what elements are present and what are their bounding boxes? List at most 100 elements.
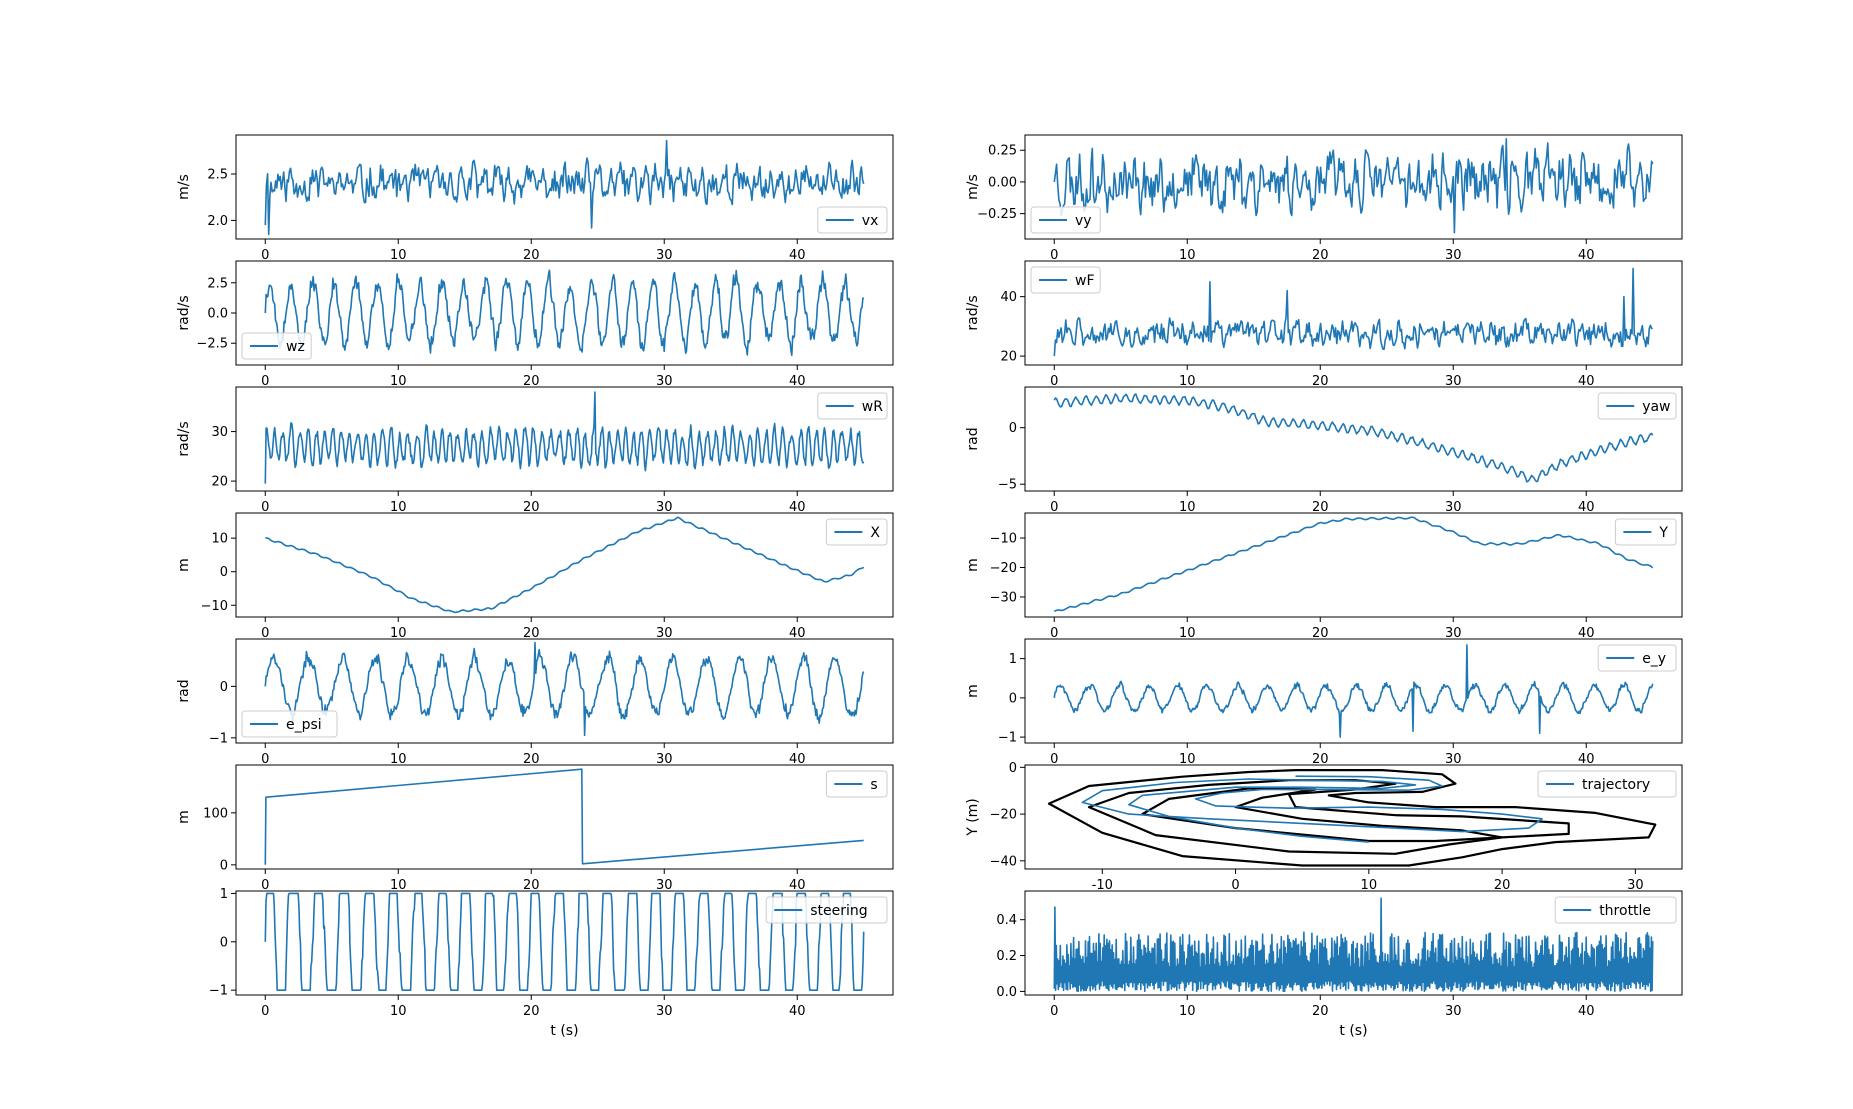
series-line-yaw (1053, 393, 1654, 483)
plot-area-s (264, 768, 864, 865)
ytick-label-yaw-1: 0 (1009, 421, 1017, 436)
ytick-label-yaw-0: −5 (998, 478, 1017, 493)
legend-label-steering: steering (810, 903, 867, 919)
ylabel-vy: m/s (965, 174, 981, 200)
panel-vy: 0 10 20 30 40 −0.25 0.00 0.25 m/s vy (965, 134, 1683, 263)
xtick-label-steering-1: 10 (390, 1004, 407, 1019)
ytick-label-Y-2: −10 (990, 532, 1017, 547)
plot-area-wR (264, 391, 865, 484)
plot-area-vx (264, 139, 865, 236)
ytick-label-wF-1: 40 (1000, 290, 1017, 305)
plot-area-yaw (1053, 393, 1654, 483)
legend-label-vy: vy (1075, 213, 1092, 229)
xtick-label-Y-1: 10 (1179, 626, 1196, 641)
xtick-label-trajectory-0: -10 (1092, 878, 1113, 893)
xtick-label-wF-0: 0 (1050, 374, 1058, 389)
xtick-label-s-1: 10 (390, 878, 407, 893)
ytick-label-vy-2: 0.25 (988, 144, 1017, 159)
axes-frame-trajectory (1024, 764, 1683, 870)
plot-area-e_psi (264, 641, 865, 737)
panel-wz: 0 10 20 30 40 −2.5 0.0 2.5 rad/s wz (176, 260, 894, 389)
xtick-label-X-4: 40 (789, 626, 806, 641)
legend-box-yaw (1597, 392, 1677, 420)
ytick-label-throttle-2: 0.4 (996, 913, 1017, 928)
legend-vx: vx (817, 206, 888, 234)
xtick-label-Y-4: 40 (1578, 626, 1595, 641)
series-line-steering (264, 892, 865, 991)
xtick-label-steering-4: 40 (789, 1004, 806, 1019)
xtick-label-trajectory-2: 10 (1361, 878, 1378, 893)
xtick-label-trajectory-3: 20 (1494, 878, 1511, 893)
legend-yaw: yaw (1597, 392, 1677, 420)
panel-steering: 0 10 20 30 40 −1 0 1 t (s) steering (209, 887, 894, 1039)
xtick-label-e_y-1: 10 (1179, 752, 1196, 767)
xtick-label-throttle-0: 0 (1050, 1004, 1058, 1019)
ylabel-e_psi: rad (176, 679, 192, 702)
ylabel-wR: rad/s (176, 421, 192, 456)
series-line-s (264, 768, 864, 865)
series-line-e_y (1053, 644, 1654, 738)
plot-area-e_y (1053, 644, 1654, 738)
xtick-label-wz-0: 0 (261, 374, 269, 389)
ytick-label-e_y-1: 0 (1009, 691, 1017, 706)
legend-trajectory: trajectory (1537, 770, 1677, 798)
xtick-label-vy-3: 30 (1445, 248, 1462, 263)
xtick-label-throttle-3: 30 (1445, 1004, 1462, 1019)
xtick-label-trajectory-1: 0 (1231, 878, 1239, 893)
ytick-label-X-2: 10 (211, 532, 228, 547)
series-line-X (265, 516, 865, 614)
axes-frame-Y (1024, 512, 1683, 618)
legend-wF: wF (1030, 266, 1101, 294)
ytick-label-wF-0: 20 (1000, 350, 1017, 365)
xtick-label-s-4: 40 (789, 878, 806, 893)
xtick-label-e_y-3: 30 (1445, 752, 1462, 767)
ytick-label-trajectory-2: 0 (1009, 761, 1017, 776)
axes-frame-e_psi (235, 638, 894, 744)
plot-area-steering (264, 892, 865, 991)
ytick-label-s-1: 100 (203, 806, 228, 821)
xtick-label-vy-2: 20 (1312, 248, 1329, 263)
plot-area-Y (1053, 516, 1654, 613)
ytick-label-wz-0: −2.5 (196, 337, 228, 352)
xtick-label-wz-4: 40 (789, 374, 806, 389)
xtick-label-e_psi-1: 10 (390, 752, 407, 767)
xtick-label-vy-4: 40 (1578, 248, 1595, 263)
ytick-label-steering-1: 0 (220, 935, 228, 950)
xtick-label-wz-1: 10 (390, 374, 407, 389)
plot-area-wz (264, 269, 865, 356)
panel-vx: 0 10 20 30 40 2.0 2.5 m/s vx (176, 134, 894, 263)
xtick-label-e_psi-3: 30 (656, 752, 673, 767)
xtick-label-wR-3: 30 (656, 500, 673, 515)
xtick-label-X-3: 30 (656, 626, 673, 641)
series-line-vy (1053, 138, 1654, 234)
ytick-label-steering-0: −1 (209, 984, 228, 999)
ytick-label-e_psi-1: 0 (220, 680, 228, 695)
xtick-label-X-2: 20 (523, 626, 540, 641)
xtick-label-e_y-0: 0 (1050, 752, 1058, 767)
axes-frame-s (235, 764, 894, 870)
xtick-label-wF-1: 10 (1179, 374, 1196, 389)
xtick-label-throttle-2: 20 (1312, 1004, 1329, 1019)
axes-frame-steering (235, 890, 894, 996)
ylabel-X: m (176, 558, 192, 572)
xtick-label-yaw-4: 40 (1578, 500, 1595, 515)
legend-box-e_y (1597, 644, 1677, 672)
xtick-label-e_psi-0: 0 (261, 752, 269, 767)
axes-frame-vy (1024, 134, 1683, 240)
xtick-label-wF-2: 20 (1312, 374, 1329, 389)
xtick-label-Y-2: 20 (1312, 626, 1329, 641)
ytick-label-wR-0: 20 (211, 475, 228, 490)
ylabel-wF: rad/s (965, 295, 981, 330)
xtick-label-Y-3: 30 (1445, 626, 1462, 641)
ylabel-yaw: rad (965, 427, 981, 450)
legend-s: s (825, 770, 888, 798)
ytick-label-X-1: 0 (220, 565, 228, 580)
series-line-trajectory (1081, 775, 1543, 843)
legend-e_psi: e_psi (241, 710, 338, 738)
panel-wF: 0 10 20 30 40 20 40 rad/s wF (965, 260, 1683, 389)
ytick-label-e_y-2: 1 (1009, 652, 1017, 667)
plot-area-throttle (1053, 897, 1654, 993)
legend-box-e_psi (241, 710, 338, 738)
xtick-label-yaw-3: 30 (1445, 500, 1462, 515)
